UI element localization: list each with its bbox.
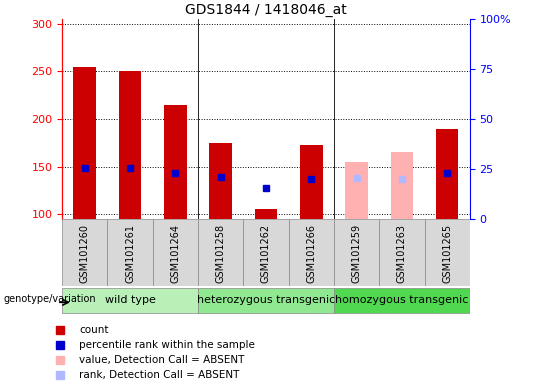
Text: GSM101264: GSM101264 xyxy=(170,224,180,283)
Bar xyxy=(62,288,198,313)
Bar xyxy=(334,219,379,286)
Bar xyxy=(119,71,141,219)
Bar xyxy=(300,145,322,219)
Bar xyxy=(345,162,368,219)
Text: genotype/variation: genotype/variation xyxy=(4,294,96,304)
Bar xyxy=(164,105,187,219)
Text: GSM101263: GSM101263 xyxy=(397,224,407,283)
Bar xyxy=(255,209,277,219)
Text: value, Detection Call = ABSENT: value, Detection Call = ABSENT xyxy=(79,355,245,365)
Bar xyxy=(244,219,288,286)
Bar xyxy=(73,67,96,219)
Bar xyxy=(62,219,107,286)
Text: wild type: wild type xyxy=(105,295,156,305)
Bar xyxy=(210,143,232,219)
Bar xyxy=(424,219,470,286)
Text: percentile rank within the sample: percentile rank within the sample xyxy=(79,340,255,350)
Text: GSM101262: GSM101262 xyxy=(261,224,271,283)
Text: GSM101266: GSM101266 xyxy=(306,224,316,283)
Text: heterozygous transgenic: heterozygous transgenic xyxy=(197,295,335,305)
Text: GSM101261: GSM101261 xyxy=(125,224,135,283)
Title: GDS1844 / 1418046_at: GDS1844 / 1418046_at xyxy=(185,3,347,17)
Text: GSM101258: GSM101258 xyxy=(215,224,226,283)
Text: GSM101260: GSM101260 xyxy=(80,224,90,283)
Bar xyxy=(107,219,153,286)
Bar xyxy=(436,129,458,219)
Bar xyxy=(198,288,334,313)
Text: GSM101259: GSM101259 xyxy=(352,224,362,283)
Text: rank, Detection Call = ABSENT: rank, Detection Call = ABSENT xyxy=(79,371,240,381)
Bar xyxy=(390,152,413,219)
Bar xyxy=(334,288,470,313)
Bar xyxy=(198,219,244,286)
Text: count: count xyxy=(79,324,109,334)
Text: GSM101265: GSM101265 xyxy=(442,224,452,283)
Text: homozygous transgenic: homozygous transgenic xyxy=(335,295,469,305)
Bar xyxy=(288,219,334,286)
Bar xyxy=(379,219,424,286)
Bar xyxy=(153,219,198,286)
